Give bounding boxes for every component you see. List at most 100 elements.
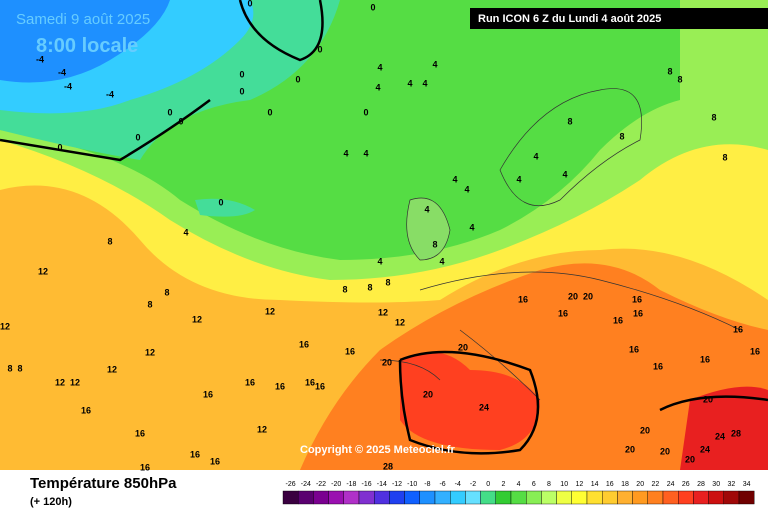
isotherm-label: 8 bbox=[342, 284, 347, 294]
isotherm-label: 16 bbox=[733, 324, 743, 334]
isotherm-label: 20 bbox=[458, 342, 468, 352]
isotherm-label: 4 bbox=[363, 148, 368, 158]
isotherm-label: 16 bbox=[305, 377, 315, 387]
legend-swatch bbox=[647, 490, 664, 505]
isotherm-label: 12 bbox=[55, 377, 65, 387]
legend-swatch bbox=[389, 490, 405, 505]
legend-swatch bbox=[298, 490, 314, 505]
isotherm-label: 4 bbox=[377, 62, 382, 72]
legend-label: -12 bbox=[392, 481, 402, 488]
isotherm-label: 8 bbox=[711, 112, 716, 122]
isotherm-label: 16 bbox=[299, 339, 309, 349]
isotherm-label: 0 bbox=[239, 69, 244, 79]
isotherm-label: 8 bbox=[677, 74, 682, 84]
isotherm-label: 4 bbox=[432, 59, 437, 69]
legend-swatch bbox=[450, 490, 466, 505]
isotherm-label: 16 bbox=[633, 308, 643, 318]
legend-swatch bbox=[662, 490, 679, 505]
isotherm-label: 16 bbox=[135, 428, 145, 438]
legend-label: 34 bbox=[743, 481, 751, 488]
legend-label: -16 bbox=[362, 481, 372, 488]
legend-label: 10 bbox=[560, 481, 568, 488]
copyright: Copyright © 2025 Meteociel.fr bbox=[300, 444, 456, 456]
isotherm-label: 8 bbox=[667, 66, 672, 76]
isotherm-label: 0 bbox=[363, 107, 368, 117]
isotherm-label: 16 bbox=[558, 308, 568, 318]
time: 8:00 locale bbox=[36, 35, 138, 57]
isotherm-label: 16 bbox=[345, 346, 355, 356]
isotherm-label: 24 bbox=[479, 402, 489, 412]
legend-label: 22 bbox=[652, 481, 660, 488]
isotherm-label: 12 bbox=[378, 307, 388, 317]
map-background bbox=[0, 0, 768, 471]
legend-label: -14 bbox=[377, 481, 387, 488]
isotherm-label: 4 bbox=[343, 148, 348, 158]
legend-swatch bbox=[708, 490, 724, 505]
isotherm-label: -4 bbox=[58, 67, 66, 77]
legend-label: -20 bbox=[331, 481, 341, 488]
isotherm-label: 28 bbox=[383, 461, 393, 471]
isotherm-label: 12 bbox=[192, 314, 202, 324]
legend-swatch bbox=[404, 490, 421, 505]
isotherm-label: -4 bbox=[36, 54, 44, 64]
isotherm-label: 12 bbox=[70, 377, 80, 387]
legend-swatch bbox=[738, 490, 755, 505]
isotherm-label: 20 bbox=[423, 389, 433, 399]
isotherm-label: 8 bbox=[367, 282, 372, 292]
legend-swatch bbox=[678, 490, 694, 505]
isotherm-label: 16 bbox=[140, 462, 150, 472]
legend-swatch bbox=[343, 490, 360, 505]
isotherm-label: 8 bbox=[432, 239, 437, 249]
isotherm-label: 0 bbox=[370, 2, 375, 12]
legend-swatch bbox=[419, 490, 436, 505]
isotherm-label: 4 bbox=[424, 204, 429, 214]
isotherm-label: 12 bbox=[145, 347, 155, 357]
legend-label: 4 bbox=[517, 481, 521, 488]
legend-swatch bbox=[374, 490, 390, 505]
legend-label: 14 bbox=[591, 481, 599, 488]
isotherm-label: 16 bbox=[190, 449, 200, 459]
isotherm-label: 0 bbox=[239, 86, 244, 96]
legend-swatch bbox=[617, 490, 633, 505]
isotherm-label: 8 bbox=[147, 299, 152, 309]
legend-swatch bbox=[541, 490, 557, 505]
isotherm-label: 16 bbox=[81, 405, 91, 415]
isotherm-label: 12 bbox=[38, 266, 48, 276]
legend-label: 2 bbox=[501, 481, 505, 488]
isotherm-label: 8 bbox=[385, 277, 390, 287]
legend: -26 -24 -22 -20 -18 -16 -14 -12 -10 -8 -6 -4 -2 0 2 4 6 8… bbox=[282, 481, 755, 505]
isotherm-label: 8 bbox=[7, 363, 12, 373]
legend-label: 26 bbox=[682, 481, 690, 488]
legend-swatch bbox=[723, 490, 740, 505]
isotherm-label: 0 bbox=[295, 74, 300, 84]
isotherm-label: 0 bbox=[247, 0, 252, 8]
isotherm-label: 8 bbox=[722, 152, 727, 162]
legend-label: 0 bbox=[486, 481, 490, 488]
isotherm-label: 16 bbox=[613, 315, 623, 325]
isotherm-label: 24 bbox=[700, 444, 710, 454]
legend-swatch bbox=[313, 490, 329, 505]
isotherm-label: 16 bbox=[653, 361, 663, 371]
legend-label: 28 bbox=[697, 481, 705, 488]
isotherm-label: 8 bbox=[567, 116, 572, 126]
legend-label: -24 bbox=[301, 481, 311, 488]
isotherm-label: 4 bbox=[377, 256, 382, 266]
isotherm-label: 4 bbox=[452, 174, 457, 184]
legend-label: 18 bbox=[621, 481, 629, 488]
legend-label: -4 bbox=[455, 481, 461, 488]
isotherm-label: 16 bbox=[203, 389, 213, 399]
legend-swatch bbox=[282, 490, 299, 505]
isotherm-label: 4 bbox=[562, 169, 567, 179]
legend-swatch bbox=[510, 490, 527, 505]
isotherm-label: 4 bbox=[464, 184, 469, 194]
legend-swatch bbox=[571, 490, 588, 505]
isotherm-label: 0 bbox=[267, 107, 272, 117]
legend-label: -8 bbox=[424, 481, 430, 488]
legend-label: -10 bbox=[407, 481, 417, 488]
legend-swatch bbox=[556, 490, 572, 505]
isotherm-label: 20 bbox=[703, 394, 713, 404]
isotherm-label: 12 bbox=[395, 317, 405, 327]
legend-swatch bbox=[434, 490, 451, 505]
legend-swatch bbox=[602, 490, 618, 505]
